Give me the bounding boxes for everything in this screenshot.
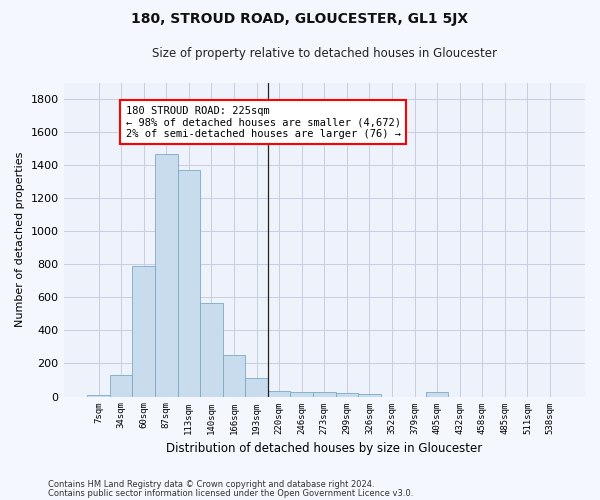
Bar bbox=[245, 378, 268, 396]
Bar bbox=[110, 375, 133, 396]
Bar bbox=[178, 170, 200, 396]
Bar bbox=[426, 392, 448, 396]
Text: 180, STROUD ROAD, GLOUCESTER, GL1 5JX: 180, STROUD ROAD, GLOUCESTER, GL1 5JX bbox=[131, 12, 469, 26]
X-axis label: Distribution of detached houses by size in Gloucester: Distribution of detached houses by size … bbox=[166, 442, 482, 455]
Bar bbox=[200, 303, 223, 396]
Bar bbox=[358, 394, 381, 396]
Y-axis label: Number of detached properties: Number of detached properties bbox=[15, 152, 25, 327]
Bar bbox=[87, 395, 110, 396]
Bar bbox=[133, 266, 155, 396]
Bar bbox=[313, 392, 335, 396]
Title: Size of property relative to detached houses in Gloucester: Size of property relative to detached ho… bbox=[152, 48, 497, 60]
Text: Contains public sector information licensed under the Open Government Licence v3: Contains public sector information licen… bbox=[48, 488, 413, 498]
Bar bbox=[335, 393, 358, 396]
Bar bbox=[155, 154, 178, 396]
Text: Contains HM Land Registry data © Crown copyright and database right 2024.: Contains HM Land Registry data © Crown c… bbox=[48, 480, 374, 489]
Bar bbox=[268, 391, 290, 396]
Bar bbox=[223, 355, 245, 397]
Bar bbox=[290, 392, 313, 396]
Text: 180 STROUD ROAD: 225sqm
← 98% of detached houses are smaller (4,672)
2% of semi-: 180 STROUD ROAD: 225sqm ← 98% of detache… bbox=[125, 106, 401, 139]
